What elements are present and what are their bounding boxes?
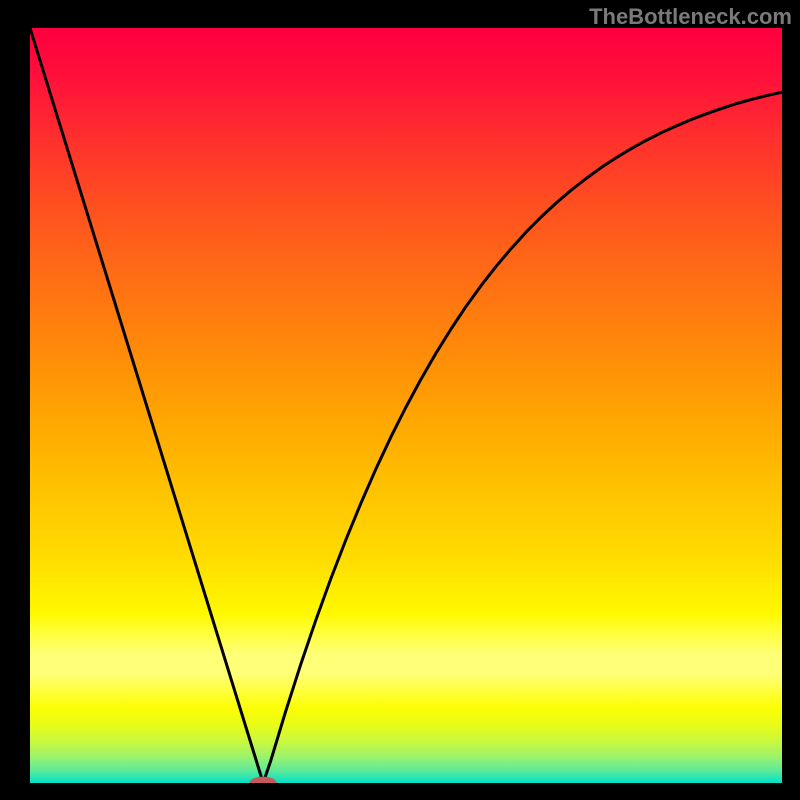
minimum-marker (250, 777, 277, 783)
plot-area (30, 28, 782, 783)
chart-marker-layer (30, 28, 782, 783)
watermark-text: TheBottleneck.com (589, 4, 792, 30)
